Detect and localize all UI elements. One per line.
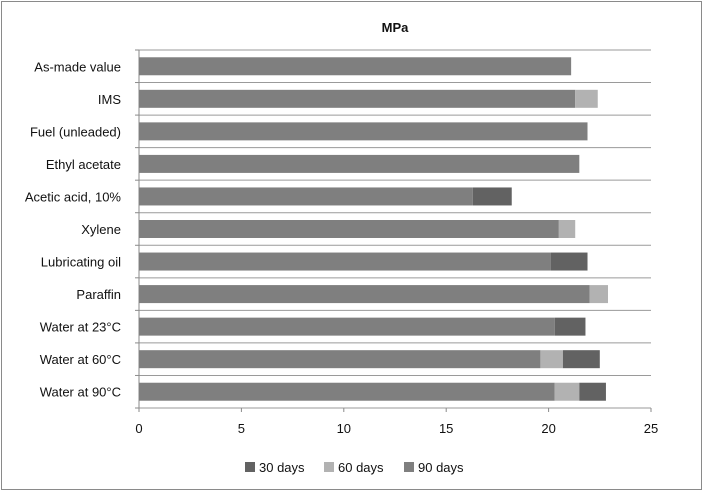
- bar-90-days: [139, 187, 473, 206]
- category-label: Fuel (unleaded): [30, 124, 121, 139]
- legend-label: 30 days: [259, 460, 305, 475]
- legend-swatch: [404, 462, 414, 472]
- bar-90-days: [139, 382, 555, 401]
- chart-title: MPa: [382, 20, 410, 35]
- x-tick-label: 25: [644, 421, 658, 436]
- x-tick-label: 5: [238, 421, 245, 436]
- bar-60-days: [540, 350, 563, 369]
- bar-90-days: [139, 220, 559, 238]
- bar-90-days: [139, 285, 590, 304]
- x-tick-label: 20: [541, 421, 555, 436]
- bar-30-days: [579, 382, 606, 401]
- x-tick-label: 0: [135, 421, 142, 436]
- category-label: Water at 23°C: [40, 320, 121, 335]
- category-label: Xylene: [81, 222, 121, 237]
- legend-swatch: [324, 462, 334, 472]
- legend-label: 60 days: [338, 460, 384, 475]
- category-label: Water at 60°C: [40, 352, 121, 367]
- category-label: Paraffin: [76, 287, 121, 302]
- category-label: IMS: [98, 92, 121, 107]
- bar-30-days: [562, 350, 600, 369]
- bar-60-days: [558, 220, 576, 238]
- x-tick-label: 10: [337, 421, 351, 436]
- bar-60-days: [575, 89, 598, 108]
- category-label: As-made value: [34, 59, 121, 74]
- bar-60-days: [589, 285, 608, 304]
- category-label: Water at 90°C: [40, 385, 121, 400]
- bar-90-days: [139, 252, 551, 271]
- bar-90-days: [139, 317, 555, 336]
- legend-label: 90 days: [418, 460, 464, 475]
- bar-90-days: [139, 122, 588, 141]
- legend-swatch: [245, 462, 255, 472]
- bar-90-days: [139, 57, 572, 76]
- category-label: Acetic acid, 10%: [25, 189, 122, 204]
- bar-30-days: [554, 317, 586, 336]
- category-label: Ethyl acetate: [46, 157, 121, 172]
- bar-90-days: [139, 154, 580, 173]
- bar-30-days: [550, 252, 588, 271]
- bar-90-days: [139, 350, 541, 369]
- category-label: Lubricating oil: [41, 255, 121, 270]
- bar-60-days: [554, 382, 580, 401]
- x-tick-label: 15: [439, 421, 453, 436]
- bar-90-days: [139, 89, 576, 108]
- bar-30-days: [472, 187, 512, 206]
